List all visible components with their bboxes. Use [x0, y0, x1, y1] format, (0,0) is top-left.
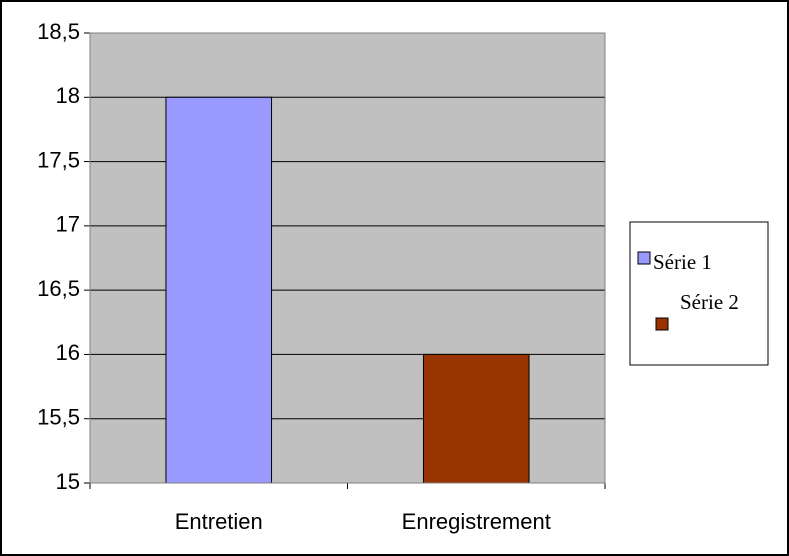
y-tick-label: 18,5 — [37, 19, 80, 44]
bar — [165, 96, 273, 484]
x-tick-label: Entretien — [175, 509, 263, 534]
legend-swatch — [655, 317, 669, 331]
y-tick-label: 16,5 — [37, 276, 80, 301]
legend-swatch — [637, 251, 651, 265]
y-tick-label: 15 — [56, 469, 80, 494]
x-tick-label: Enregistrement — [402, 509, 551, 534]
legend-box — [629, 221, 769, 366]
y-tick-label: 17 — [56, 212, 80, 237]
legend-label: Série 2 — [680, 290, 739, 314]
y-tick-label: 17,5 — [37, 147, 80, 172]
y-tick-label: 18 — [56, 83, 80, 108]
y-tick-label: 15,5 — [37, 405, 80, 430]
plot-border — [89, 32, 606, 484]
y-tick-label: 16 — [56, 340, 80, 365]
bar — [422, 353, 530, 484]
legend-label: Série 1 — [653, 250, 712, 274]
